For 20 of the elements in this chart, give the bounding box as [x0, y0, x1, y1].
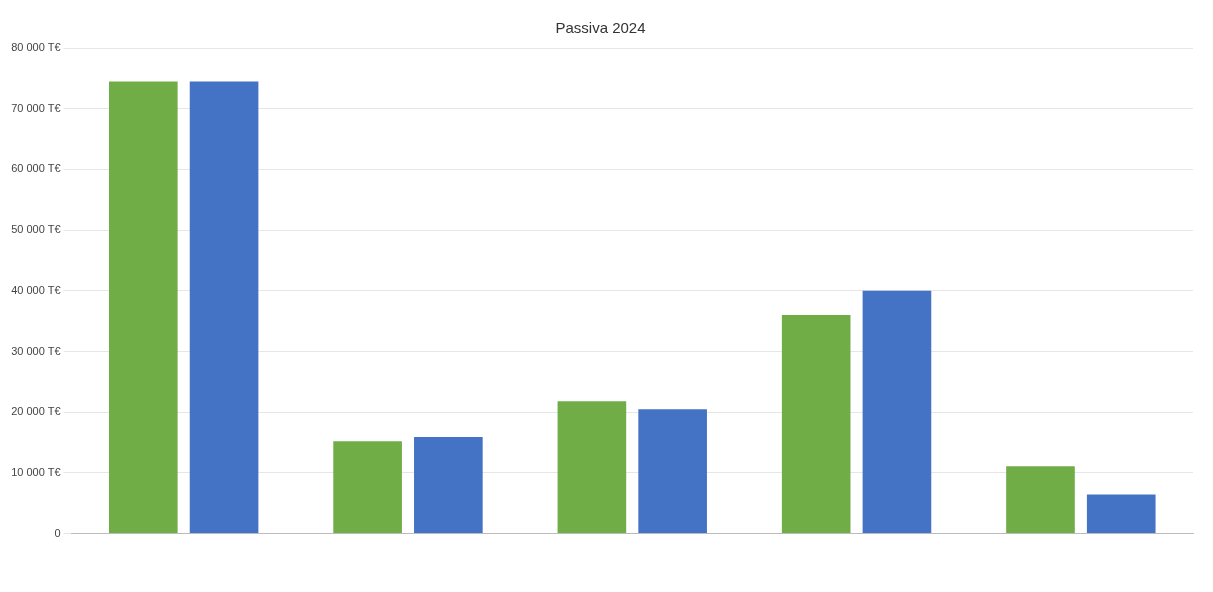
bar	[557, 401, 627, 534]
y-tick-label: 10 000 T€	[11, 465, 61, 478]
y-tick-label: 50 000 T€	[11, 223, 61, 236]
y-tick-label: 70 000 T€	[11, 101, 61, 114]
bar	[108, 81, 178, 534]
chart-title: Passiva 2024	[555, 19, 646, 37]
y-tick-label: 40 000 T€	[11, 283, 61, 296]
bar	[862, 290, 932, 534]
bar	[414, 437, 483, 534]
y-tick-label: 20 000 T€	[11, 405, 61, 418]
bar	[189, 81, 259, 534]
bar	[1006, 466, 1075, 534]
y-tick-label: 60 000 T€	[11, 162, 61, 175]
y-tick-label: 30 000 T€	[11, 344, 61, 357]
y-tick-label: 0	[54, 526, 61, 539]
bar	[781, 315, 851, 534]
bar	[1086, 494, 1156, 534]
bar	[638, 409, 707, 534]
bar	[333, 441, 402, 534]
y-tick-label: 80 000 T€	[11, 41, 61, 54]
